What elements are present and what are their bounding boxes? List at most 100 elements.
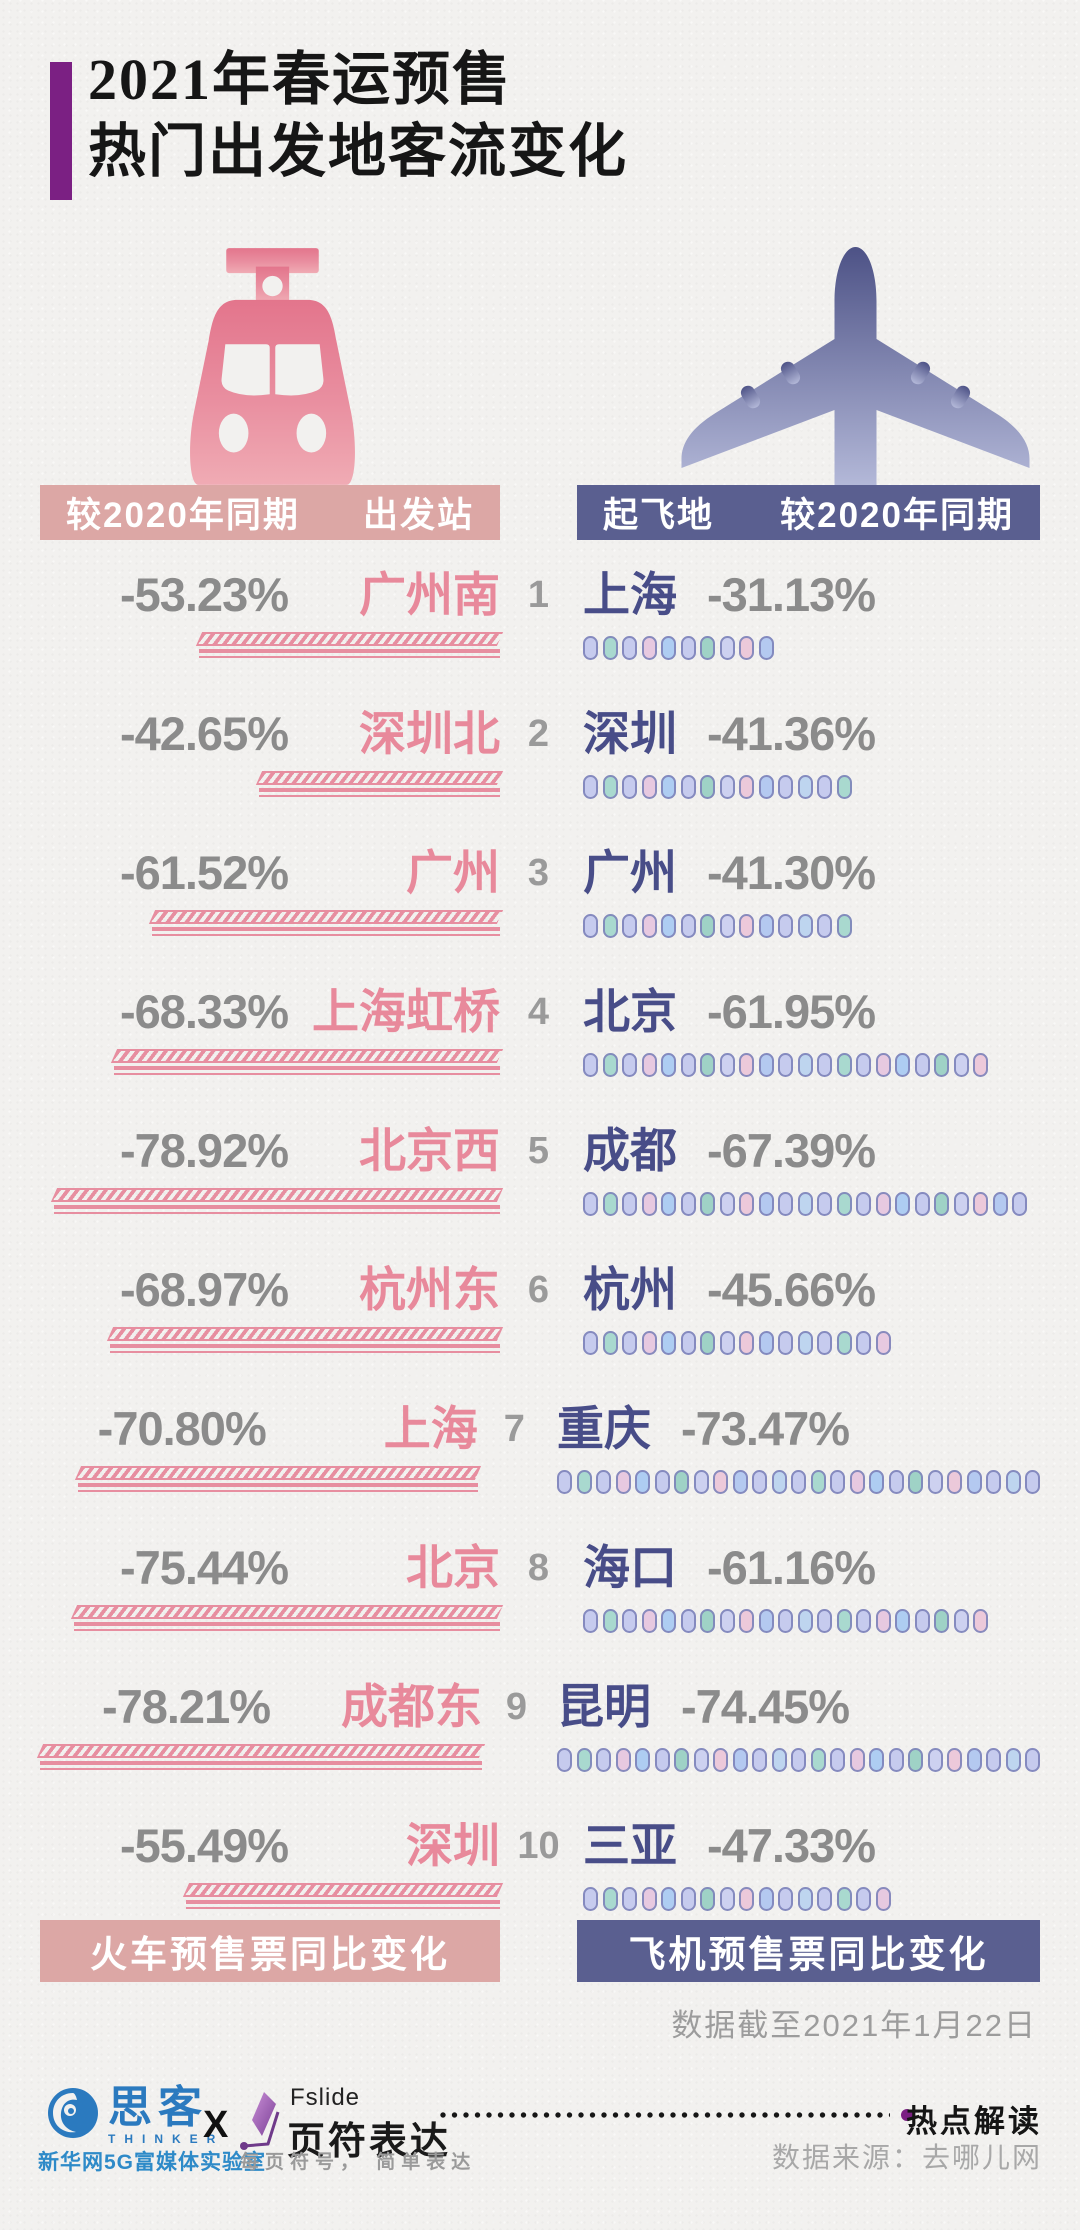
plane-dot: [875, 1609, 891, 1633]
table-row: -70.80% 上海 7 重庆 -73.47%: [40, 1394, 1040, 1533]
plane-dot: [888, 1748, 904, 1772]
plane-dot: [739, 775, 754, 799]
plane-dot: [758, 1887, 774, 1911]
train-change-value: -55.49%: [119, 1819, 289, 1872]
plane-dot: [973, 1609, 988, 1633]
plane-legend-label: 飞机预售票同比变化: [628, 1934, 989, 1975]
plane-dot: [739, 636, 754, 660]
data-source: 数据来源：去哪儿网: [771, 2142, 1042, 2173]
plane-city-name: 三亚: [583, 1819, 677, 1872]
page-title-line2: 热门出发地客流变化: [88, 119, 629, 184]
plane-dot: [661, 914, 676, 938]
plane-dot: [869, 1470, 884, 1494]
plane-dot: [661, 636, 676, 660]
train-entry: -70.80% 上海: [40, 1400, 481, 1533]
plane-dot: [719, 1331, 735, 1355]
plane-dot: [771, 1748, 787, 1772]
plane-dot: [680, 1192, 696, 1216]
train-entry: -75.44% 北京: [40, 1539, 504, 1672]
train-entry: -68.97% 杭州东: [40, 1261, 504, 1394]
railway-rails: [152, 927, 500, 936]
table-row: -68.97% 杭州东 6 杭州 -45.66%: [40, 1255, 1040, 1394]
train-station-name: 深圳北: [359, 707, 500, 760]
railway-ties: [36, 1744, 486, 1758]
plane-dot: [752, 1748, 767, 1772]
plane-dot: [966, 1748, 982, 1772]
train-railway-bar: [50, 1188, 504, 1214]
plane-city-name: 重庆: [557, 1402, 651, 1455]
plane-dot: [758, 1331, 774, 1355]
plane-dot: [700, 1192, 715, 1216]
rank-number: 6: [527, 1269, 550, 1311]
plane-dot: [797, 1192, 813, 1216]
railway-rails: [77, 1483, 478, 1492]
train-change-value: -68.97%: [119, 1263, 289, 1316]
plane-dot: [739, 914, 754, 938]
plane-dot: [836, 1609, 852, 1633]
plane-dot: [973, 1053, 988, 1077]
plane-dot: [641, 1887, 657, 1911]
train-entry: -53.23% 广州南: [40, 566, 504, 699]
plane-dot: [849, 1470, 865, 1494]
plane-dot: [674, 1748, 689, 1772]
plane-dot: [934, 1609, 949, 1633]
plane-dot: [856, 1609, 871, 1633]
plane-dot: [797, 775, 813, 799]
plane-dot: [622, 1331, 637, 1355]
plane-dot: [927, 1748, 943, 1772]
plane-dot: [752, 1470, 767, 1494]
train-railway-bar: [106, 1327, 504, 1353]
train-entry: -78.92% 北京西: [40, 1122, 504, 1255]
plane-dot: [602, 1053, 618, 1077]
plane-city-name: 上海: [583, 568, 677, 621]
rank-number: 8: [527, 1547, 550, 1589]
plane-dot: [583, 1331, 598, 1355]
plane-dot: [817, 914, 832, 938]
rank-number: 9: [505, 1686, 528, 1728]
train-change-value: -42.65%: [119, 707, 289, 760]
plane-dot: [836, 1053, 852, 1077]
plane-dot: [641, 1053, 657, 1077]
plane-dot: [758, 636, 774, 660]
train-railway-bar: [70, 1605, 504, 1631]
plane-entry: 广州 -41.30%: [577, 844, 1040, 977]
table-row: -75.44% 北京 8 海口 -61.16%: [40, 1533, 1040, 1672]
train-change-value: -75.44%: [119, 1541, 289, 1594]
rank-number: 4: [527, 991, 550, 1033]
plane-dot: [914, 1053, 930, 1077]
plane-dot: [576, 1748, 592, 1772]
plane-dot: [875, 1331, 891, 1355]
plane-dot: [583, 636, 598, 660]
thinker-name: 思客: [108, 2083, 208, 2132]
plane-dot: [602, 775, 618, 799]
plane-dot: [596, 1748, 611, 1772]
plane-dot: [700, 636, 715, 660]
plane-entry: 上海 -31.13%: [577, 566, 1040, 699]
railway-ties: [148, 910, 504, 924]
plane-dot: [758, 914, 774, 938]
plane-dot: [1012, 1192, 1027, 1216]
plane-city-name: 海口: [583, 1541, 677, 1594]
plane-dot: [914, 1192, 930, 1216]
plane-dot: [622, 1192, 637, 1216]
plane-dot: [934, 1053, 949, 1077]
plane-dot: [641, 636, 657, 660]
plane-dot: [661, 1331, 676, 1355]
plane-dot: [895, 1192, 910, 1216]
rows: -53.23% 广州南 1 上海 -31.13% -42.65%: [36, 560, 1040, 1950]
plane-dot: [836, 1331, 852, 1355]
plane-dot: [719, 636, 735, 660]
plane-dot: [830, 1470, 845, 1494]
plane-dot: [602, 636, 618, 660]
plane-dot: [583, 1887, 598, 1911]
plane-dot: [797, 1887, 813, 1911]
data-cutoff-note: 数据截至2021年1月22日: [671, 2008, 1037, 2043]
plane-dot: [817, 775, 832, 799]
plane-dot: [719, 1887, 735, 1911]
plane-dot-bar: [577, 775, 1040, 799]
table-row: -61.52% 广州 3 广州 -41.30%: [40, 838, 1040, 977]
plane-dot: [622, 1053, 637, 1077]
plane-change-value: -61.16%: [707, 1541, 876, 1594]
plane-change-value: -41.36%: [707, 707, 876, 760]
train-station-name: 北京西: [359, 1124, 500, 1177]
